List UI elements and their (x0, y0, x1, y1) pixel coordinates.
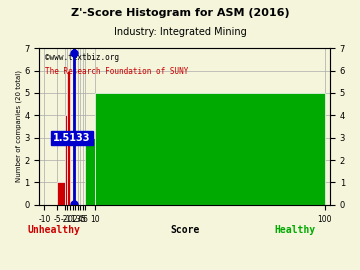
Text: Z'-Score Histogram for ASM (2016): Z'-Score Histogram for ASM (2016) (71, 8, 289, 18)
Bar (57, 183, 65, 205)
Text: Healthy: Healthy (274, 225, 316, 235)
Text: The Research Foundation of SUNY: The Research Foundation of SUNY (45, 67, 189, 76)
Bar (85, 138, 95, 205)
Text: 1.5133: 1.5133 (53, 133, 91, 143)
Bar (67, 70, 70, 205)
Y-axis label: Number of companies (20 total): Number of companies (20 total) (15, 70, 22, 183)
Bar (95, 93, 325, 205)
Text: Industry: Integrated Mining: Industry: Integrated Mining (114, 27, 246, 37)
Text: ©www.textbiz.org: ©www.textbiz.org (45, 53, 119, 62)
Bar (65, 115, 67, 205)
Text: Unhealthy: Unhealthy (27, 225, 80, 235)
X-axis label: Score: Score (170, 225, 199, 235)
